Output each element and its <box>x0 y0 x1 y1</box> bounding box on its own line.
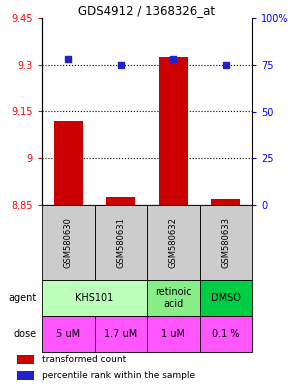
Title: GDS4912 / 1368326_at: GDS4912 / 1368326_at <box>78 4 215 17</box>
Bar <box>147 280 200 316</box>
Bar <box>159 57 188 205</box>
Text: GSM580630: GSM580630 <box>64 217 73 268</box>
Text: GSM580632: GSM580632 <box>169 217 178 268</box>
Text: retinoic
acid: retinoic acid <box>155 287 192 309</box>
Bar <box>95 316 147 352</box>
Bar <box>54 121 83 205</box>
Bar <box>17 371 34 380</box>
Bar <box>42 280 147 316</box>
Bar <box>42 205 95 280</box>
Bar <box>106 197 135 205</box>
Text: DMSO: DMSO <box>211 293 241 303</box>
Bar <box>147 316 200 352</box>
Bar <box>95 205 147 280</box>
Text: percentile rank within the sample: percentile rank within the sample <box>42 371 195 380</box>
Bar <box>200 280 252 316</box>
Point <box>223 62 228 68</box>
Text: 1 uM: 1 uM <box>161 329 185 339</box>
Text: 0.1 %: 0.1 % <box>212 329 240 339</box>
Text: GSM580631: GSM580631 <box>116 217 125 268</box>
Text: KHS101: KHS101 <box>75 293 114 303</box>
Point <box>66 56 70 62</box>
Bar <box>200 205 252 280</box>
Point <box>171 56 175 62</box>
Text: GSM580633: GSM580633 <box>221 217 230 268</box>
Bar <box>42 316 95 352</box>
Text: agent: agent <box>8 293 37 303</box>
Bar <box>147 205 200 280</box>
Text: 1.7 uM: 1.7 uM <box>104 329 137 339</box>
Bar <box>200 316 252 352</box>
Bar <box>17 355 34 364</box>
Text: dose: dose <box>14 329 37 339</box>
Bar <box>211 199 240 205</box>
Text: transformed count: transformed count <box>42 355 126 364</box>
Point <box>118 62 123 68</box>
Text: 5 uM: 5 uM <box>56 329 80 339</box>
